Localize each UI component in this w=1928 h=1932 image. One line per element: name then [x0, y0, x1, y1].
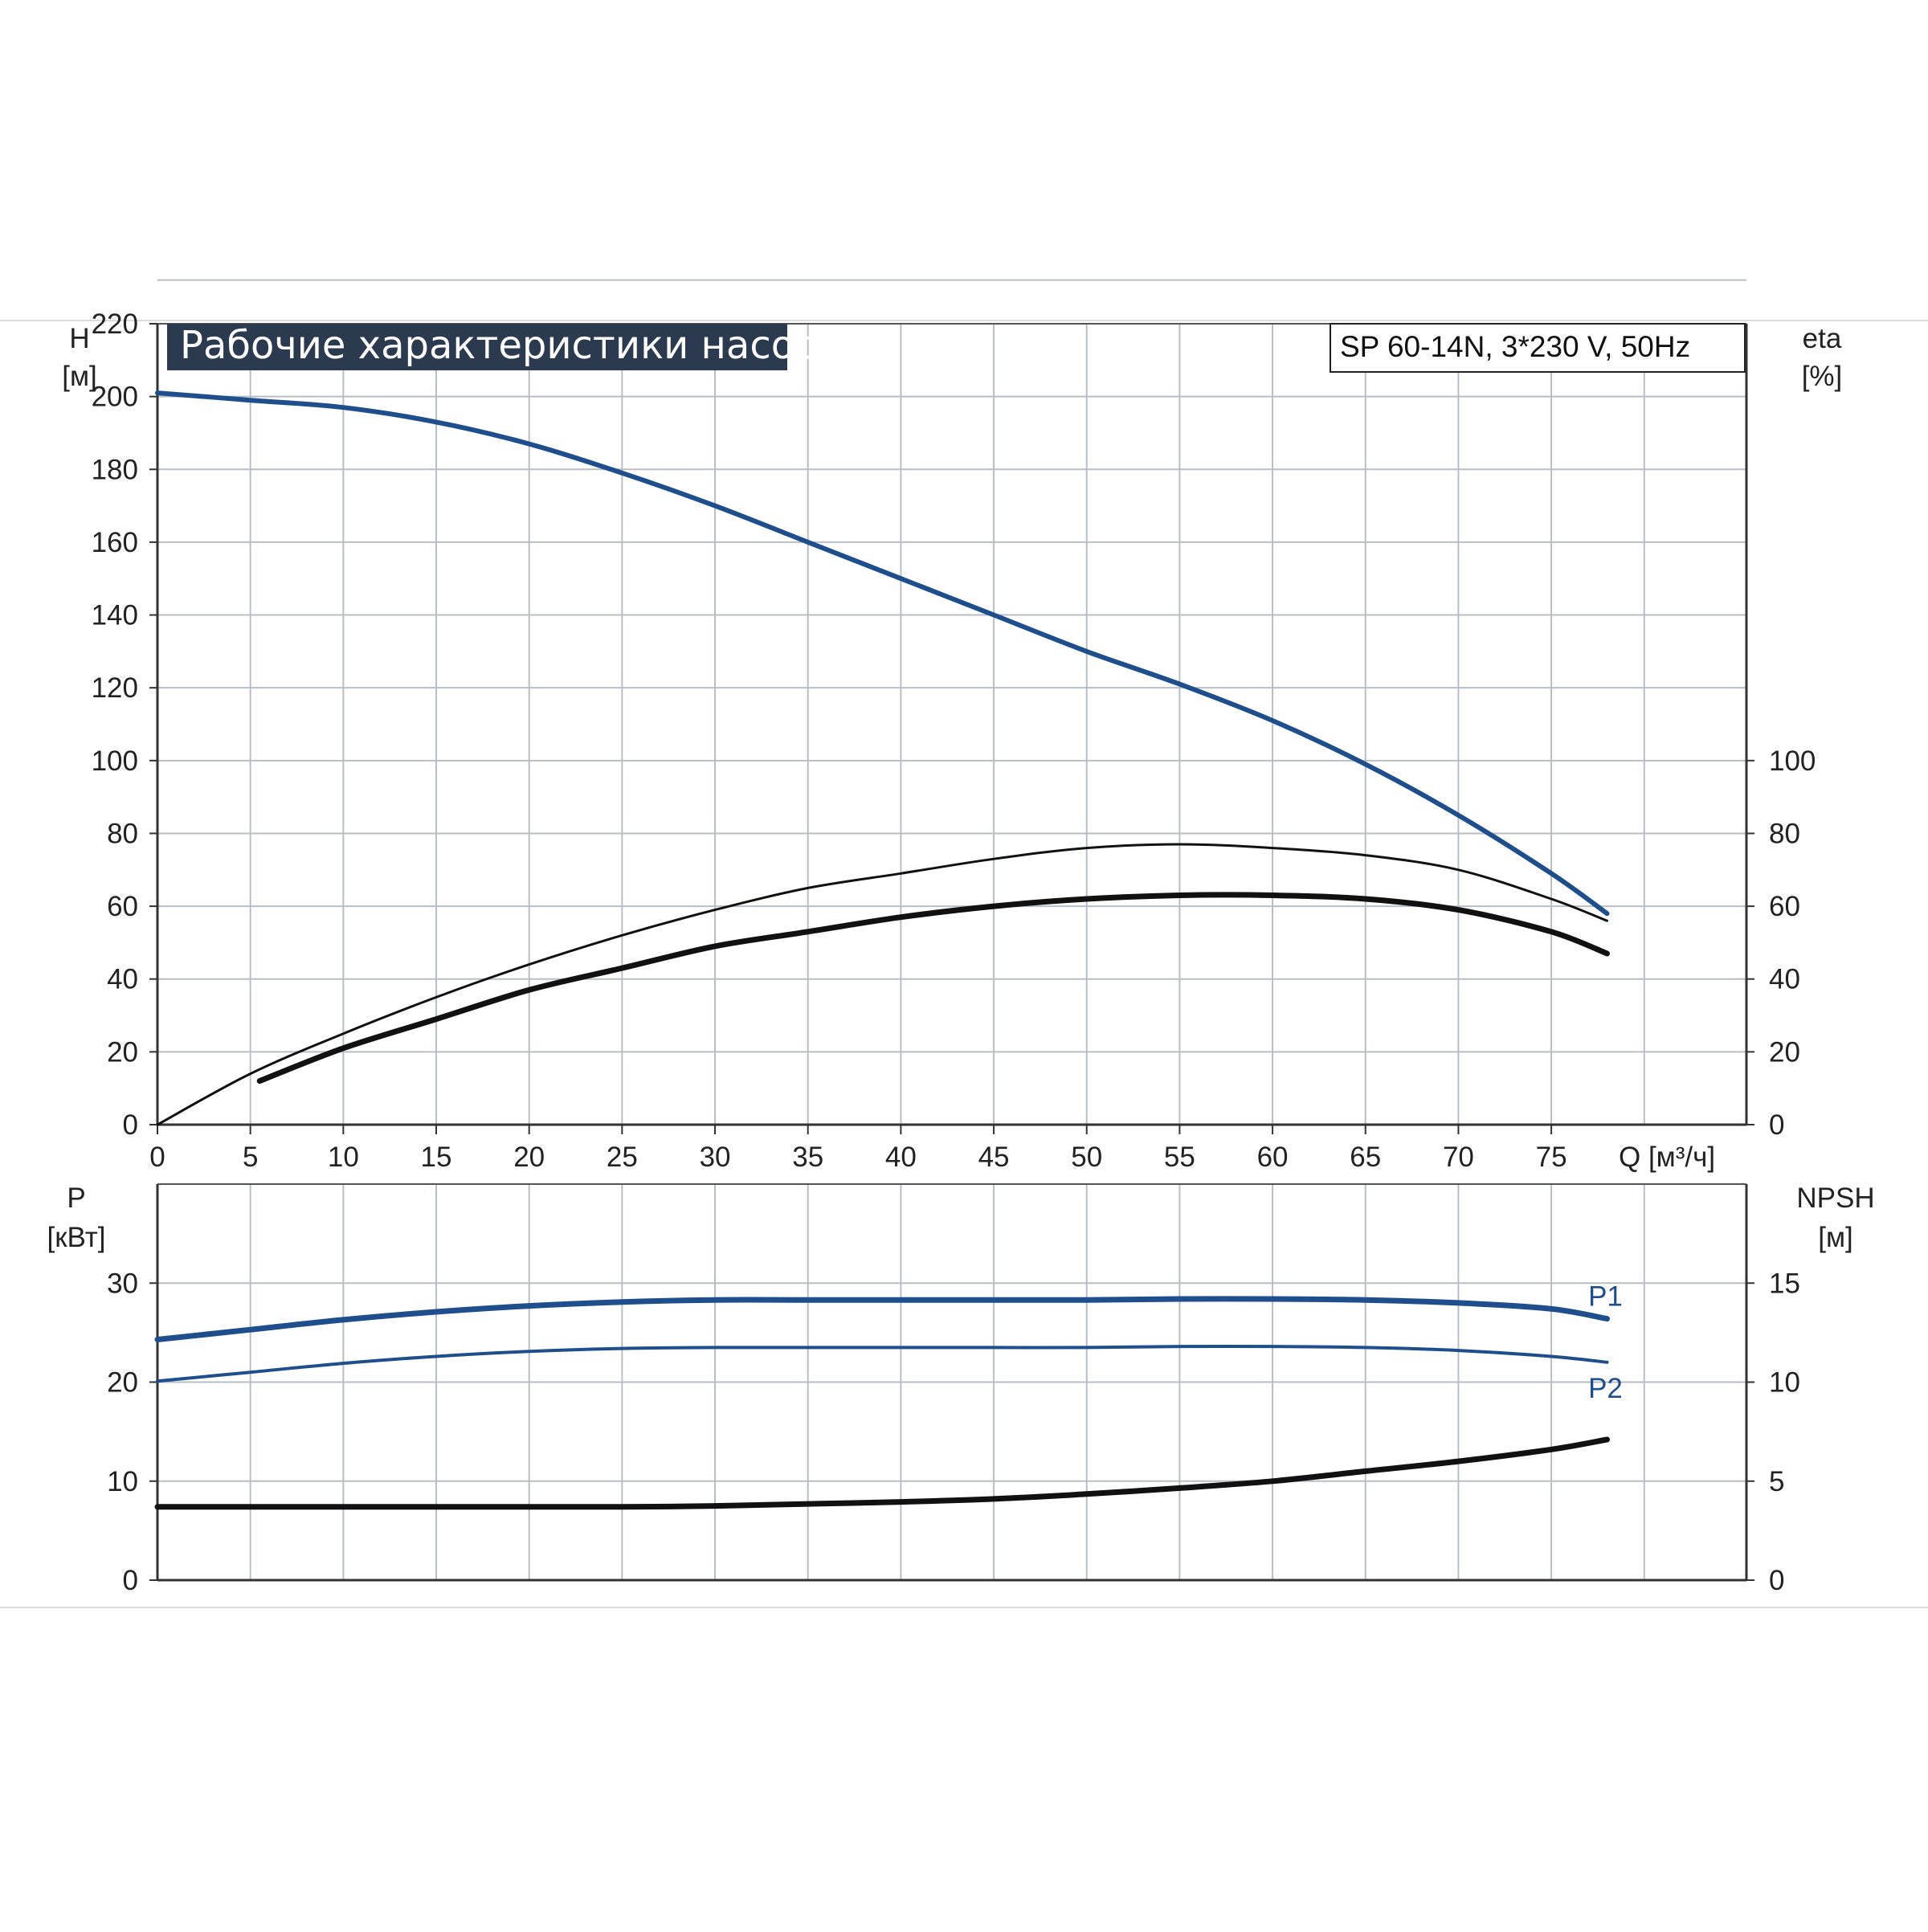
y-tick-label: 200 [92, 382, 138, 413]
top-panel-ticks: 0204060801001201401601802002200204060801… [92, 308, 1816, 1173]
y2-tick-label: 0 [1769, 1565, 1784, 1596]
y-tick-label: 20 [107, 1036, 138, 1068]
y2-tick-label: 80 [1769, 818, 1800, 849]
y-tick-label: 30 [107, 1268, 138, 1299]
series-line-P1 [154, 1296, 1610, 1342]
series-label-P1: P1 [1588, 1281, 1623, 1313]
model-box: SP 60-14N, 3*230 V, 50Hz [1330, 323, 1746, 373]
y-tick-label: 140 [92, 600, 138, 631]
y-tick-label: 0 [123, 1565, 138, 1596]
x-tick-label: 25 [607, 1142, 638, 1173]
model-label: SP 60-14N, 3*230 V, 50Hz [1340, 330, 1690, 363]
x-tick-label: 70 [1443, 1142, 1474, 1173]
y2-tick-label: 100 [1769, 745, 1816, 777]
top-left-axis-label-1: H [69, 323, 89, 354]
series-line-head [155, 390, 1610, 917]
top-left-axis-label-2: [м] [62, 361, 97, 392]
x-tick-label: 0 [149, 1142, 165, 1173]
y-tick-label: 120 [92, 672, 138, 704]
bottom-panel-grid [156, 1183, 1748, 1582]
y2-tick-label: 40 [1769, 964, 1800, 995]
bottom-panel-ticks: 0 10 20 30 0 5 10 15 [107, 1268, 1800, 1596]
x-tick-label: 20 [513, 1142, 545, 1173]
y-tick-label: 80 [107, 818, 138, 849]
y2-tick-label: 10 [1769, 1367, 1800, 1399]
y2-tick-label: 5 [1769, 1466, 1784, 1497]
series-label-P2: P2 [1588, 1373, 1623, 1404]
y-tick-label: 180 [92, 454, 138, 485]
y2-tick-label: 0 [1769, 1109, 1784, 1141]
top-panel-series [155, 390, 1610, 1126]
y-tick-label: 60 [107, 891, 138, 922]
y-tick-label: 40 [107, 964, 138, 995]
x-tick-label: 50 [1071, 1142, 1102, 1173]
top-right-axis-label-2: [%] [1802, 361, 1843, 392]
y2-tick-label: 15 [1769, 1268, 1800, 1299]
x-tick-label: 40 [885, 1142, 917, 1173]
top-panel-grid [156, 279, 1748, 1126]
y-tick-label: 0 [123, 1109, 138, 1141]
series-line-npsh [154, 1436, 1610, 1510]
x-tick-label: 45 [978, 1142, 1010, 1173]
x-tick-label: 35 [792, 1142, 823, 1173]
x-tick-label: 55 [1164, 1142, 1195, 1173]
y-tick-label: 100 [92, 745, 138, 777]
x-tick-label: 5 [243, 1142, 258, 1173]
bottom-right-axis-label-1: NPSH [1796, 1182, 1874, 1214]
series-line-eta-thin [156, 843, 1608, 1126]
x-axis-label: Q [м³/ч] [1619, 1142, 1715, 1173]
x-tick-label: 65 [1350, 1142, 1381, 1173]
x-tick-label: 60 [1257, 1142, 1289, 1173]
y-tick-label: 20 [107, 1367, 138, 1399]
series-line-eta-thick [256, 892, 1610, 1084]
chart-title: Рабочие характеристики насоса [180, 323, 839, 368]
bottom-right-axis-label-2: [м] [1818, 1222, 1853, 1253]
bottom-panel-series: P1 P2 [154, 1281, 1623, 1510]
y2-tick-label: 20 [1769, 1036, 1800, 1068]
y-tick-label: 10 [107, 1466, 138, 1497]
bottom-left-axis-label-1: P [67, 1182, 85, 1214]
x-tick-label: 15 [421, 1142, 452, 1173]
x-tick-label: 30 [700, 1142, 731, 1173]
y2-tick-label: 60 [1769, 891, 1800, 922]
x-tick-label: 10 [328, 1142, 359, 1173]
y-tick-label: 160 [92, 527, 138, 558]
series-line-P2 [156, 1344, 1609, 1383]
y-tick-label: 220 [92, 308, 138, 340]
x-tick-label: 75 [1536, 1142, 1567, 1173]
top-right-axis-label-1: eta [1803, 323, 1842, 354]
chart-title-box: Рабочие характеристики насоса [167, 323, 839, 370]
bottom-left-axis-label-2: [кВт] [47, 1222, 106, 1253]
